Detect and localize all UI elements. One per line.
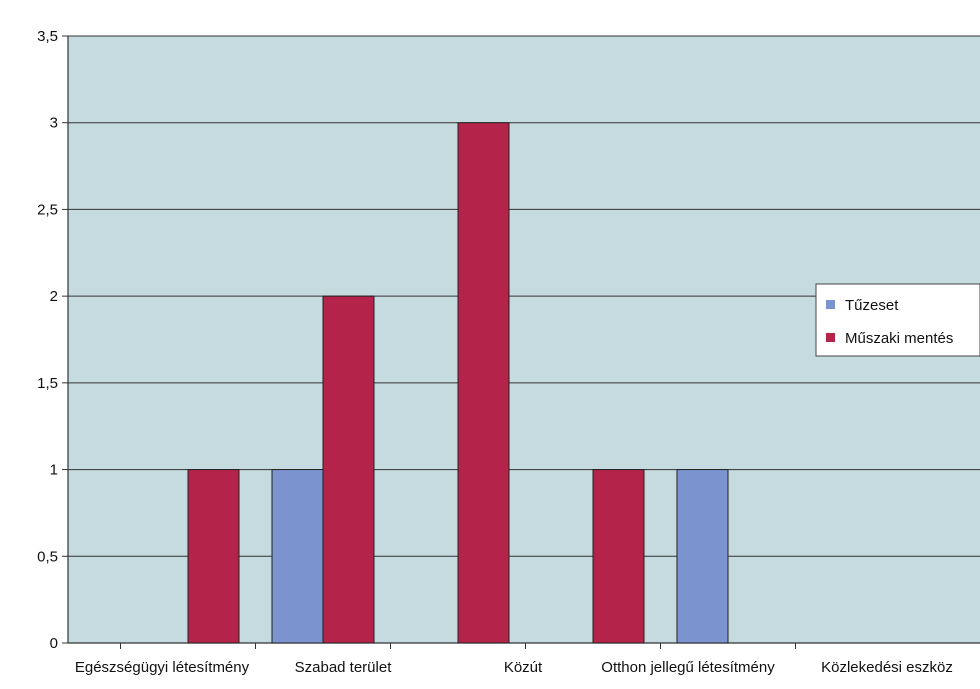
- bar: [457, 122, 510, 644]
- bar: [322, 295, 375, 644]
- x-category-label: Otthon jellegű létesítmény: [601, 659, 775, 676]
- y-tick-label: 1,5: [37, 375, 58, 392]
- bar: [592, 469, 645, 644]
- legend-label-tuzeset: Tűzeset: [845, 297, 899, 314]
- y-axis-ticks: 0 0,5 1 1,5 2 2,5 3 3,5: [37, 28, 68, 652]
- y-tick-label: 0: [50, 635, 58, 652]
- y-tick-label: 0,5: [37, 548, 58, 565]
- bars: [187, 122, 729, 644]
- y-tick-label: 3: [50, 115, 58, 132]
- legend-swatch-tuzeset: [826, 300, 835, 309]
- bar: [187, 469, 240, 644]
- y-tick-label: 2,5: [37, 201, 58, 218]
- x-category-label: Szabad terület: [295, 659, 393, 676]
- x-category-label: Közút: [504, 659, 543, 676]
- legend-swatch-muszaki-mentes: [826, 333, 835, 342]
- legend-label-muszaki-mentes: Műszaki mentés: [845, 330, 953, 347]
- x-category-label: Közlekedési eszköz: [821, 659, 953, 676]
- x-axis-ticks: [120, 643, 796, 649]
- category-labels: Egészségügyi létesítmény Szabad terület Kö…: [75, 659, 953, 676]
- legend: Tűzeset Műszaki mentés: [815, 283, 980, 357]
- y-tick-label: 2: [50, 288, 58, 305]
- y-tick-label: 3,5: [37, 28, 58, 45]
- legend-box: [815, 283, 980, 357]
- bar: [676, 469, 729, 644]
- x-category-label: Egészségügyi létesítmény: [75, 659, 250, 676]
- y-tick-label: 1: [50, 462, 58, 479]
- bar: [271, 469, 324, 644]
